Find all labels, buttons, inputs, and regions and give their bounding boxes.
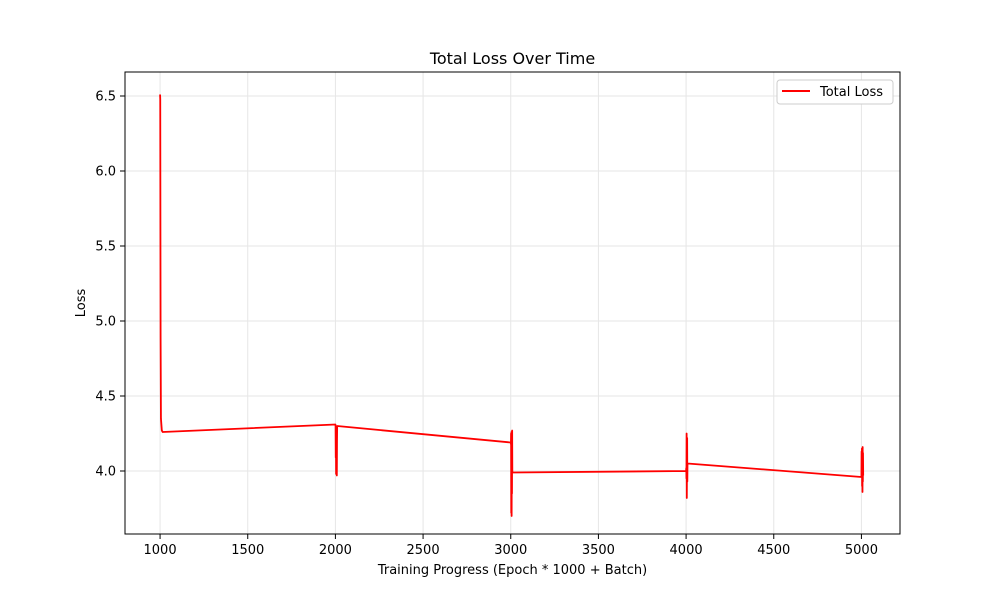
y-tick-label: 5.5 bbox=[95, 240, 116, 255]
grid bbox=[125, 72, 900, 534]
x-tick-label: 2500 bbox=[407, 543, 440, 558]
series-line-total-loss bbox=[159, 94, 865, 517]
y-tick-label: 6.5 bbox=[95, 90, 116, 105]
x-tick-label: 5000 bbox=[845, 543, 878, 558]
x-tick-label: 4500 bbox=[757, 543, 790, 558]
y-tick-label: 4.5 bbox=[95, 390, 116, 405]
y-tick-label: 5.0 bbox=[95, 315, 116, 330]
x-axis-label: Training Progress (Epoch * 1000 + Batch) bbox=[377, 563, 647, 578]
x-tick-label: 4000 bbox=[670, 543, 703, 558]
y-tick-label: 4.0 bbox=[95, 465, 116, 480]
x-tick-label: 1000 bbox=[144, 543, 177, 558]
x-tick-label: 3000 bbox=[494, 543, 527, 558]
chart-title: Total Loss Over Time bbox=[429, 49, 595, 68]
y-axis-ticks: 4.0 4.5 5.0 5.5 6.0 6.5 bbox=[95, 90, 125, 480]
y-axis-label: Loss bbox=[74, 289, 89, 318]
legend-label-total-loss: Total Loss bbox=[819, 85, 883, 100]
x-tick-label: 2000 bbox=[319, 543, 352, 558]
legend: Total Loss bbox=[776, 79, 894, 105]
legend-box bbox=[776, 79, 894, 105]
series-layer bbox=[159, 94, 865, 517]
x-tick-label: 1500 bbox=[231, 543, 264, 558]
x-tick-label: 3500 bbox=[582, 543, 615, 558]
y-tick-label: 6.0 bbox=[95, 165, 116, 180]
plot-frame bbox=[124, 71, 901, 535]
x-axis-ticks: 1000 1500 2000 2500 3000 3500 4000 4500 5000 bbox=[144, 534, 878, 558]
